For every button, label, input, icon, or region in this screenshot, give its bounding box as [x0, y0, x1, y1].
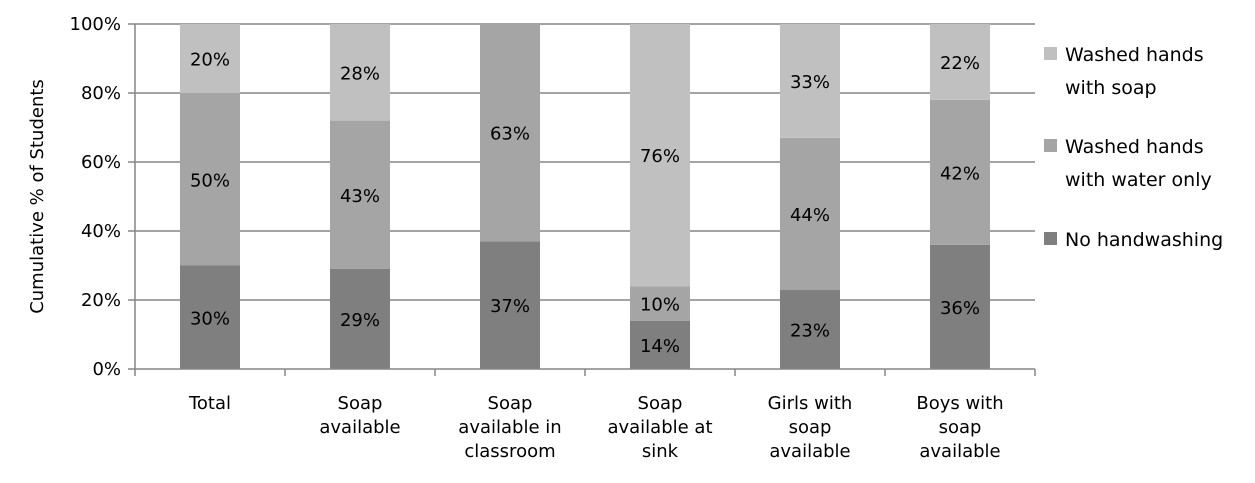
bar-segment — [930, 99, 990, 245]
data-label: 29% — [340, 310, 380, 331]
bar-segment — [330, 24, 390, 121]
x-category-label: Soap available at sink — [607, 393, 712, 462]
legend-label: No handwashing — [1065, 229, 1223, 251]
data-label: 76% — [640, 146, 680, 167]
data-label: 36% — [940, 298, 980, 319]
x-category-label: Girls with soap available — [768, 393, 853, 462]
data-label: 20% — [190, 50, 230, 71]
x-category-label: Soap available in classroom — [458, 393, 561, 462]
y-tick-label: 40% — [81, 221, 121, 242]
x-category-label: Boys with soap available — [916, 393, 1003, 462]
data-label: 30% — [190, 308, 230, 329]
x-category-label: Total — [188, 393, 231, 414]
data-label: 28% — [340, 63, 380, 84]
bar-segment — [480, 24, 540, 242]
bar-segment — [780, 24, 840, 138]
bar-segment — [180, 93, 240, 266]
data-label: 44% — [790, 205, 830, 226]
bar-segment — [930, 244, 990, 369]
legend-swatch — [1044, 47, 1057, 60]
bar-segment — [630, 24, 690, 287]
data-label: 33% — [790, 72, 830, 93]
y-tick-label: 0% — [92, 359, 121, 380]
bar-segment — [180, 265, 240, 369]
bar-segment — [630, 320, 690, 369]
legend-swatch — [1044, 139, 1057, 152]
bar-segment — [180, 24, 240, 93]
data-label: 63% — [490, 124, 530, 145]
y-tick-label: 80% — [81, 83, 121, 104]
y-tick-label: 20% — [81, 290, 121, 311]
bar-segment — [780, 137, 840, 290]
data-label: 10% — [640, 294, 680, 315]
data-label: 43% — [340, 186, 380, 207]
bar-segment — [330, 268, 390, 369]
data-label: 14% — [640, 336, 680, 357]
y-axis-label: Cumulative % of Students — [27, 79, 48, 314]
y-tick-label: 60% — [81, 152, 121, 173]
legend-label: Washed hands with water only — [1065, 136, 1212, 191]
data-labels: 30% 50% 20% 29% 43% 28% 37% 63% 14% 10% 76% 23% 44% 3… — [190, 50, 980, 357]
data-label: 37% — [490, 296, 530, 317]
x-category-label: Soap available — [319, 393, 400, 438]
bar-segment — [780, 289, 840, 369]
bar-segment — [480, 241, 540, 369]
data-label: 42% — [940, 163, 980, 184]
data-label: 22% — [940, 53, 980, 74]
legend-swatch — [1044, 232, 1057, 245]
legend: Washed hands with soap Washed hands with wa… — [1044, 44, 1223, 251]
bar-segment — [630, 286, 690, 321]
gridlines — [135, 23, 1035, 301]
bar-segment — [330, 120, 390, 269]
data-label: 23% — [790, 320, 830, 341]
legend-label: Washed hands with soap — [1065, 44, 1204, 99]
axes: 0% 20% 40% 60% 80% 100% Total Soap available Soap… — [70, 14, 1036, 462]
y-tick-label: 100% — [70, 14, 121, 35]
data-label: 50% — [190, 170, 230, 191]
bars — [180, 24, 990, 369]
bar-segment — [930, 24, 990, 100]
